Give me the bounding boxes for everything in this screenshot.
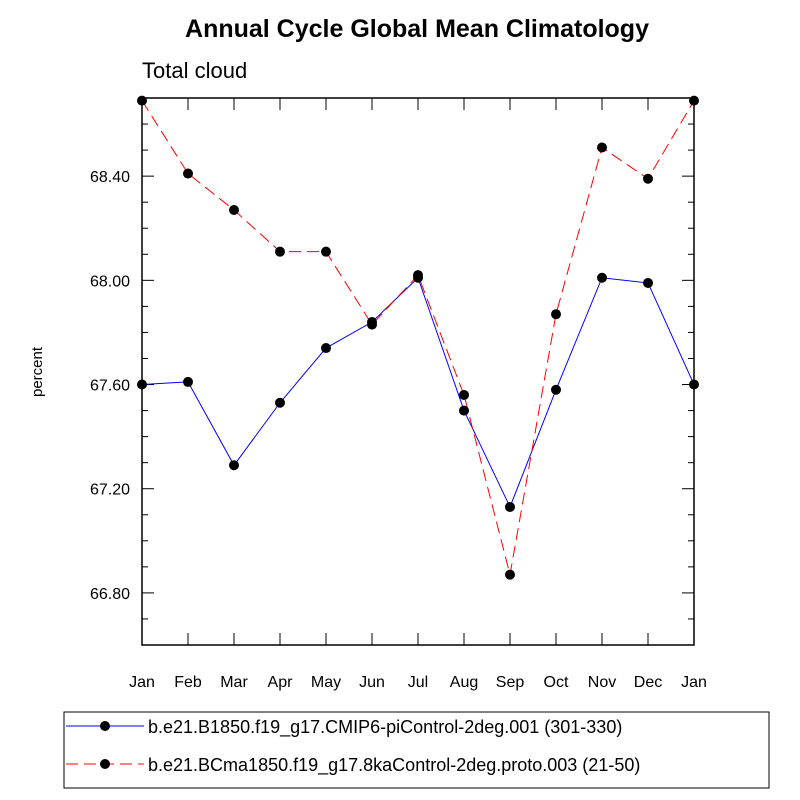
series-line-1: [141, 276, 695, 509]
x-tick-label: Dec: [634, 674, 662, 691]
y-tick-label: 66.80: [90, 586, 130, 603]
series-2-point: [413, 270, 423, 281]
x-tick-label: Oct: [544, 674, 569, 691]
series-2-point: [551, 309, 561, 320]
chart-title: Annual Cycle Global Mean Climatology: [185, 15, 649, 43]
series-2-point: [275, 246, 285, 257]
series-2-point: [367, 319, 377, 330]
series-1-point: [183, 376, 193, 387]
series-2-point: [229, 205, 239, 216]
series-layer: [137, 95, 699, 580]
series-1-point: [321, 343, 331, 354]
series-2-point: [505, 569, 515, 580]
series-1-point: [275, 397, 285, 408]
series-1-point: [459, 405, 469, 416]
y-tick-label: 68.00: [90, 273, 130, 290]
legend-label-1: b.e21.B1850.f19_g17.CMIP6-piControl-2deg…: [148, 717, 622, 738]
series-1-point: [505, 501, 515, 512]
x-tick-label: Apr: [268, 674, 294, 691]
series-2-point: [183, 168, 193, 179]
x-tick-label: Nov: [588, 674, 616, 691]
series-1-point: [689, 379, 699, 390]
x-tick-label: Mar: [220, 674, 248, 691]
series-1-point: [137, 379, 147, 390]
series-1-point: [643, 277, 653, 288]
series-2-point: [689, 95, 699, 106]
chart-subtitle: Total cloud: [142, 58, 247, 83]
series-2-point: [643, 173, 653, 184]
axis-ticks: 66.80 67.20 67.60 68.00 68.40 Jan Feb Mar Apr May…: [90, 97, 707, 691]
series-2-point: [597, 142, 607, 153]
series-2-point: [137, 95, 147, 106]
x-tick-label: Jan: [681, 674, 707, 691]
x-tick-label: Aug: [450, 674, 478, 691]
series-1-point: [229, 460, 239, 471]
legend-marker-1: [100, 721, 110, 731]
legend-marker-2: [100, 759, 110, 769]
legend: [63, 711, 770, 789]
y-axis-label: percent: [29, 346, 46, 397]
y-tick-label: 68.40: [90, 169, 130, 186]
x-tick-label: May: [311, 674, 341, 691]
series-2-point: [459, 389, 469, 400]
series-1-point: [597, 272, 607, 283]
legend-label-2: b.e21.BCma1850.f19_g17.8kaControl-2deg.p…: [148, 755, 640, 776]
series-line-2: [141, 100, 695, 575]
legend-entries: b.e21.B1850.f19_g17.CMIP6-piControl-2deg…: [66, 717, 640, 776]
x-tick-label: Sep: [496, 674, 525, 691]
series-1-point: [551, 384, 561, 395]
plot-frame: [141, 97, 695, 646]
series-2-point: [321, 246, 331, 257]
x-tick-label: Jan: [129, 674, 155, 691]
x-tick-label: Feb: [174, 674, 202, 691]
x-tick-label: Jul: [408, 674, 428, 691]
x-tick-label: Jun: [359, 674, 385, 691]
y-tick-label: 67.60: [90, 378, 130, 395]
y-tick-label: 67.20: [90, 482, 130, 499]
